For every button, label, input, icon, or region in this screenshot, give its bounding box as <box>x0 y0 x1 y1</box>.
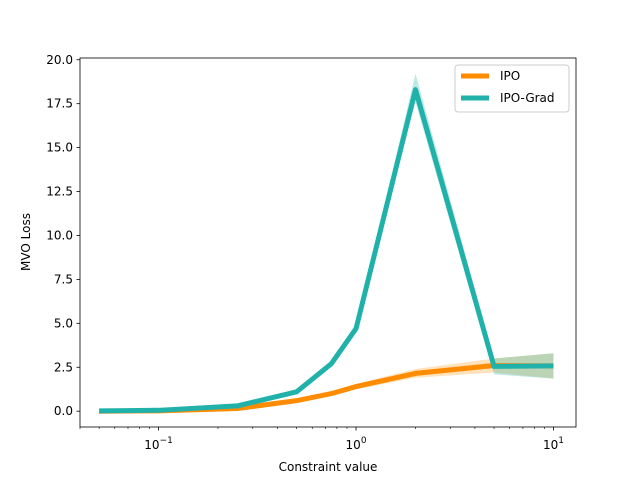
y-tick-label: 17.5 <box>46 97 73 111</box>
band-ipo <box>99 353 554 412</box>
x-axis-label: Constraint value <box>279 460 378 474</box>
x-tick-label: 100 <box>346 436 367 452</box>
x-tick-label: 101 <box>543 436 564 452</box>
legend-label-ipo: IPO <box>500 69 520 83</box>
x-tick-label: 10−1 <box>144 436 173 452</box>
legend: IPO IPO-Grad <box>454 64 570 113</box>
y-axis-label: MVO Loss <box>19 213 33 271</box>
series-line-ipo-grad <box>99 87 554 414</box>
y-tick-label: 5.0 <box>54 316 73 330</box>
y-tick-label: 0.0 <box>54 404 73 418</box>
y-tick-label: 7.5 <box>54 272 73 286</box>
y-tick-label: 2.5 <box>54 360 73 374</box>
plot-frame <box>79 57 577 428</box>
series-lines <box>99 87 554 414</box>
y-tick-label: 20.0 <box>46 53 73 67</box>
y-tick-label: 10.0 <box>46 228 73 242</box>
x-axis-ticks: 10−1 100 101 <box>79 427 564 452</box>
y-tick-label: 15.0 <box>46 141 73 155</box>
confidence-bands <box>99 73 554 412</box>
y-axis-ticks: 0.0 2.5 5.0 7.5 10.0 12.5 15.0 17.5 20.0 <box>46 53 80 418</box>
legend-label-ipo-grad: IPO-Grad <box>500 91 555 105</box>
y-tick-label: 12.5 <box>46 185 73 199</box>
